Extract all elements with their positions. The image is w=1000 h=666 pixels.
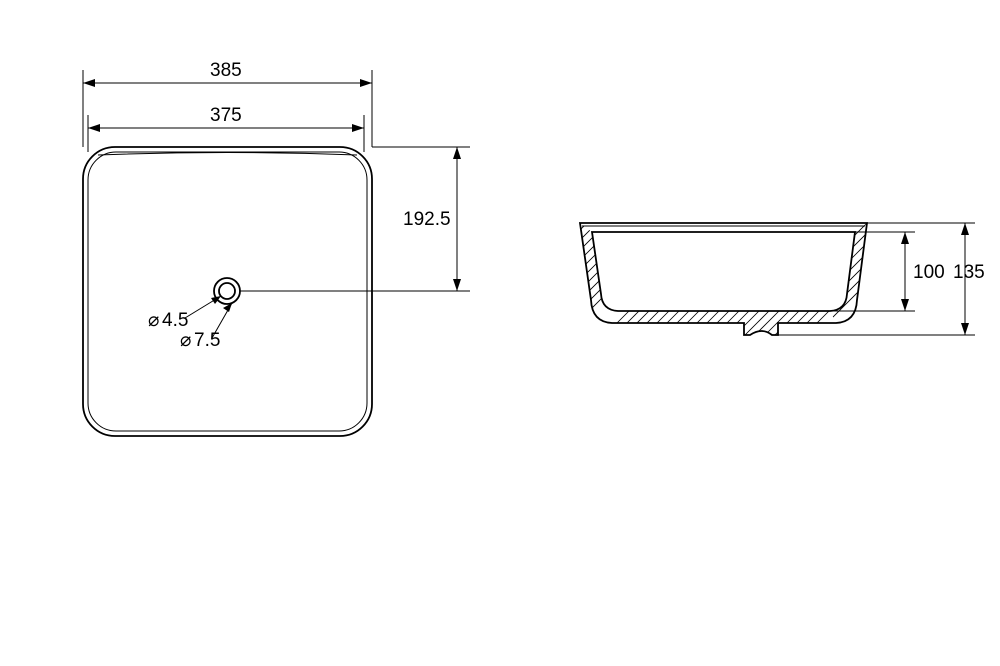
dimension-100: 100 (830, 232, 945, 311)
side-view: 100 135 (560, 160, 985, 350)
hatch-bottom (590, 260, 880, 350)
drain-inner-circle (219, 283, 235, 299)
dimension-100-label: 100 (913, 262, 945, 283)
hatch-right-wall (810, 170, 890, 340)
dia-symbol-1: ⌀ (148, 310, 159, 331)
dimension-192-5: 192.5 (240, 147, 470, 291)
dimension-135-label: 135 (953, 262, 985, 283)
dimension-375: 375 (88, 105, 364, 152)
dimension-375-label: 375 (210, 105, 242, 126)
dimension-192-5-label: 192.5 (403, 209, 451, 230)
technical-drawing: 385 375 192.5 ⌀ (0, 0, 1000, 666)
dimension-135: 135 (778, 223, 985, 335)
dimension-385-label: 385 (210, 60, 242, 81)
top-view: 385 375 192.5 ⌀ (83, 60, 470, 436)
dia-4-5-label: 4.5 (162, 310, 188, 331)
hatch-left-wall (560, 160, 640, 340)
basin-section-outer (580, 223, 867, 335)
dia-7-5-label: 7.5 (194, 330, 220, 351)
dia-symbol-2: ⌀ (180, 330, 191, 351)
basin-lip-line (98, 153, 357, 156)
basin-section-inner (592, 232, 855, 311)
diameter-callouts: ⌀ 4.5 ⌀ 7.5 (148, 296, 232, 351)
dimension-385: 385 (83, 60, 372, 147)
